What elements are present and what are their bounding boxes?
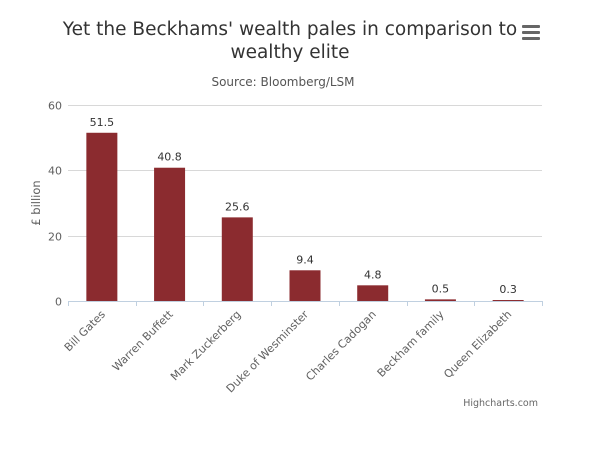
y-tick-label: 20: [48, 231, 62, 244]
bar: [86, 132, 118, 301]
x-tick-label: Bill Gates: [62, 308, 108, 354]
bar: [221, 217, 253, 301]
y-tick-label: 0: [55, 296, 62, 309]
x-tick-label: Queen Elizabeth: [441, 308, 514, 381]
x-tick-label: Beckham family: [375, 308, 447, 380]
chart-title-line-2: wealthy elite: [230, 42, 350, 63]
data-label: 40.8: [157, 151, 182, 164]
chart-title-line-1: Yet the Beckhams' wealth pales in compar…: [62, 19, 518, 40]
chart-subtitle: Source: Bloomberg/LSM: [211, 75, 355, 89]
bar: [424, 299, 456, 301]
y-tick-label: 60: [48, 100, 62, 113]
data-label: 0.3: [499, 283, 517, 296]
bar: [492, 300, 524, 301]
x-tick-label: Warren Buffett: [110, 307, 176, 373]
bar: [357, 285, 389, 301]
x-tick-label: Mark Zuckerberg: [168, 308, 243, 383]
x-tick-label: Charles Cadogan: [303, 308, 379, 384]
hamburger-menu-icon[interactable]: [522, 25, 540, 40]
menu-line: [522, 31, 540, 34]
chart-title: Yet the Beckhams' wealth pales in compar…: [40, 18, 540, 64]
data-label: 51.5: [90, 116, 115, 129]
y-axis-title: £ billion: [29, 180, 43, 225]
bar: [154, 167, 186, 301]
bar: [289, 270, 321, 301]
data-label: 0.5: [432, 282, 450, 295]
credits-link[interactable]: Highcharts.com: [463, 398, 538, 409]
y-tick-label: 40: [48, 165, 62, 178]
menu-line: [522, 37, 540, 40]
data-label: 25.6: [225, 200, 250, 213]
data-label: 4.8: [364, 268, 382, 281]
data-label: 9.4: [296, 253, 314, 266]
menu-line: [522, 25, 540, 28]
